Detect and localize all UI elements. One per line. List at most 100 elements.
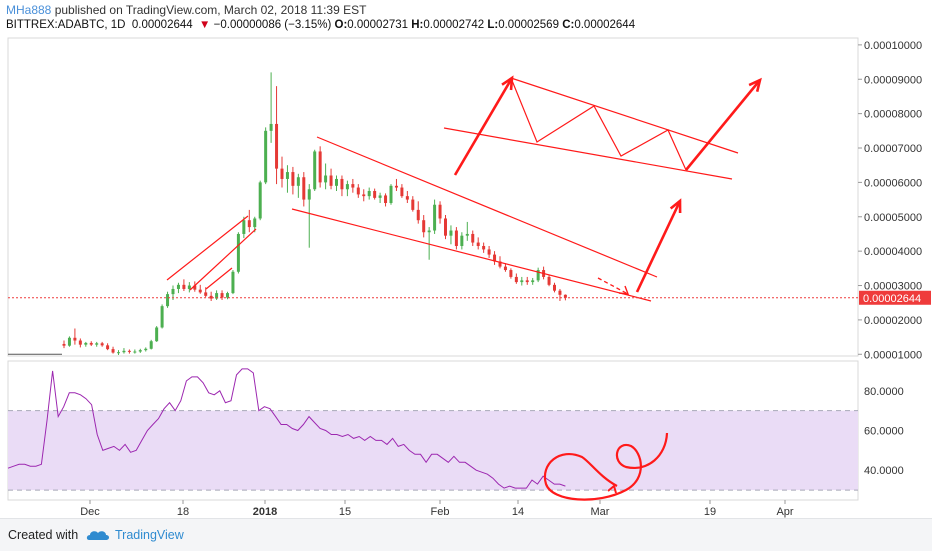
candle-body [558, 290, 562, 295]
close-value: 0.00002644 [574, 19, 636, 31]
axes: 0.00001000 0.00002000 0.00003000 0.00004000… [8, 40, 931, 518]
author-link[interactable]: MHa888 [6, 3, 52, 17]
candle-body [280, 168, 284, 179]
open-label: O: [334, 19, 348, 31]
y-tick-label: 0.00008000 [864, 109, 922, 121]
arrow-head [669, 198, 682, 214]
candle-body [449, 230, 453, 236]
candle-body [160, 306, 164, 328]
candle-body [367, 190, 371, 197]
candle-body [84, 342, 88, 345]
candle-body [498, 261, 502, 267]
candle-body [100, 343, 104, 346]
candle-body [138, 350, 142, 352]
x-tick-label: Dec [80, 506, 100, 518]
candle-body [166, 294, 170, 307]
y-tick-label: 0.00001000 [864, 349, 922, 361]
candle-body [117, 352, 120, 354]
candle-body [345, 184, 349, 190]
candle-body [258, 182, 262, 219]
candle-body [482, 245, 486, 250]
chart-canvas[interactable]: 0.00001000 0.00002000 0.00003000 0.00004000… [0, 0, 932, 518]
high-label: H: [411, 19, 424, 31]
last-price-tag [859, 290, 931, 305]
x-tick-label: 14 [512, 506, 524, 518]
footer: Created with TradingView [0, 518, 932, 551]
candle-body [215, 293, 219, 299]
candle-body [444, 218, 447, 236]
trend-line [510, 77, 739, 154]
candle-body [111, 349, 115, 353]
candle-body [563, 294, 567, 298]
arrow-shaft [453, 77, 514, 176]
candle-body [144, 348, 148, 351]
symbol-label: BITTREX:ADABTC, 1D [6, 19, 126, 31]
candle-body [231, 271, 235, 294]
arrow-shaft [684, 79, 762, 171]
candle-body [471, 233, 475, 243]
candle-body [155, 327, 159, 342]
candle-body [89, 342, 93, 345]
candle-body [236, 233, 240, 272]
y-tick-label: 0.00005000 [864, 212, 922, 224]
candles [8, 72, 567, 355]
candle-body [433, 204, 437, 231]
candle-body [389, 185, 393, 204]
candle-body [307, 189, 311, 200]
y-tick-label: 0.00004000 [864, 246, 922, 258]
candle-body [253, 218, 257, 228]
down-arrow-icon: ▼ [199, 19, 211, 31]
dashed-arrow-shaft [597, 277, 629, 295]
candle-body [416, 209, 420, 221]
candle-body [525, 280, 529, 283]
circle-arrow-head [607, 484, 617, 494]
candle-body [220, 293, 224, 298]
x-tick-label: Feb [431, 506, 450, 518]
x-tick-label: 2018 [253, 506, 277, 518]
candle-body [427, 230, 431, 233]
candle-body [324, 175, 328, 183]
candle-body [187, 285, 191, 289]
candle-body [122, 350, 126, 353]
open-value: 0.00002731 [347, 19, 409, 31]
candle-body [356, 187, 360, 195]
x-tick-label: Mar [591, 506, 610, 518]
rsi-series [7, 368, 566, 489]
rsi-tick-label: 60.0000 [864, 426, 904, 438]
candle-body [313, 151, 317, 190]
trend-line [316, 136, 658, 278]
candle-body [400, 187, 404, 197]
y-tick-label: 0.00009000 [864, 74, 922, 86]
x-tick-label: 15 [339, 506, 351, 518]
x-tick-label: 19 [704, 506, 716, 518]
candle-body [275, 123, 279, 169]
trend-line [166, 215, 249, 281]
candle-body [106, 345, 110, 350]
candle-body [302, 177, 306, 200]
price-change: −0.00000086 (−3.15%) [213, 19, 332, 31]
candle-body [476, 242, 480, 246]
rsi-tick-label: 40.0000 [864, 465, 904, 477]
y-tick-label: 0.00007000 [864, 143, 922, 155]
candle-body [493, 254, 497, 262]
candle-body [411, 199, 415, 210]
zigzag-path [510, 77, 687, 171]
y-tick-label: 0.00010000 [864, 40, 922, 52]
publish-info: MHa888 published on TradingView.com, Mar… [6, 3, 366, 17]
candle-body [149, 341, 153, 349]
tradingview-link[interactable]: TradingView [115, 528, 184, 542]
candle-body [318, 151, 322, 183]
created-with-label: Created with [8, 528, 79, 542]
candle-body [193, 285, 197, 290]
candle-body [503, 266, 507, 271]
candle-body [209, 295, 213, 299]
trend-line [205, 267, 233, 290]
published-text: published on TradingView.com, March 02, … [51, 3, 367, 17]
candle-body [226, 293, 229, 298]
rsi-tick-label: 80.0000 [864, 386, 904, 398]
candle-body [373, 190, 377, 198]
y-tick-label: 0.00006000 [864, 177, 922, 189]
high-value: 0.00002742 [423, 19, 485, 31]
candle-body [204, 292, 208, 296]
x-tick-label: Apr [776, 506, 793, 518]
